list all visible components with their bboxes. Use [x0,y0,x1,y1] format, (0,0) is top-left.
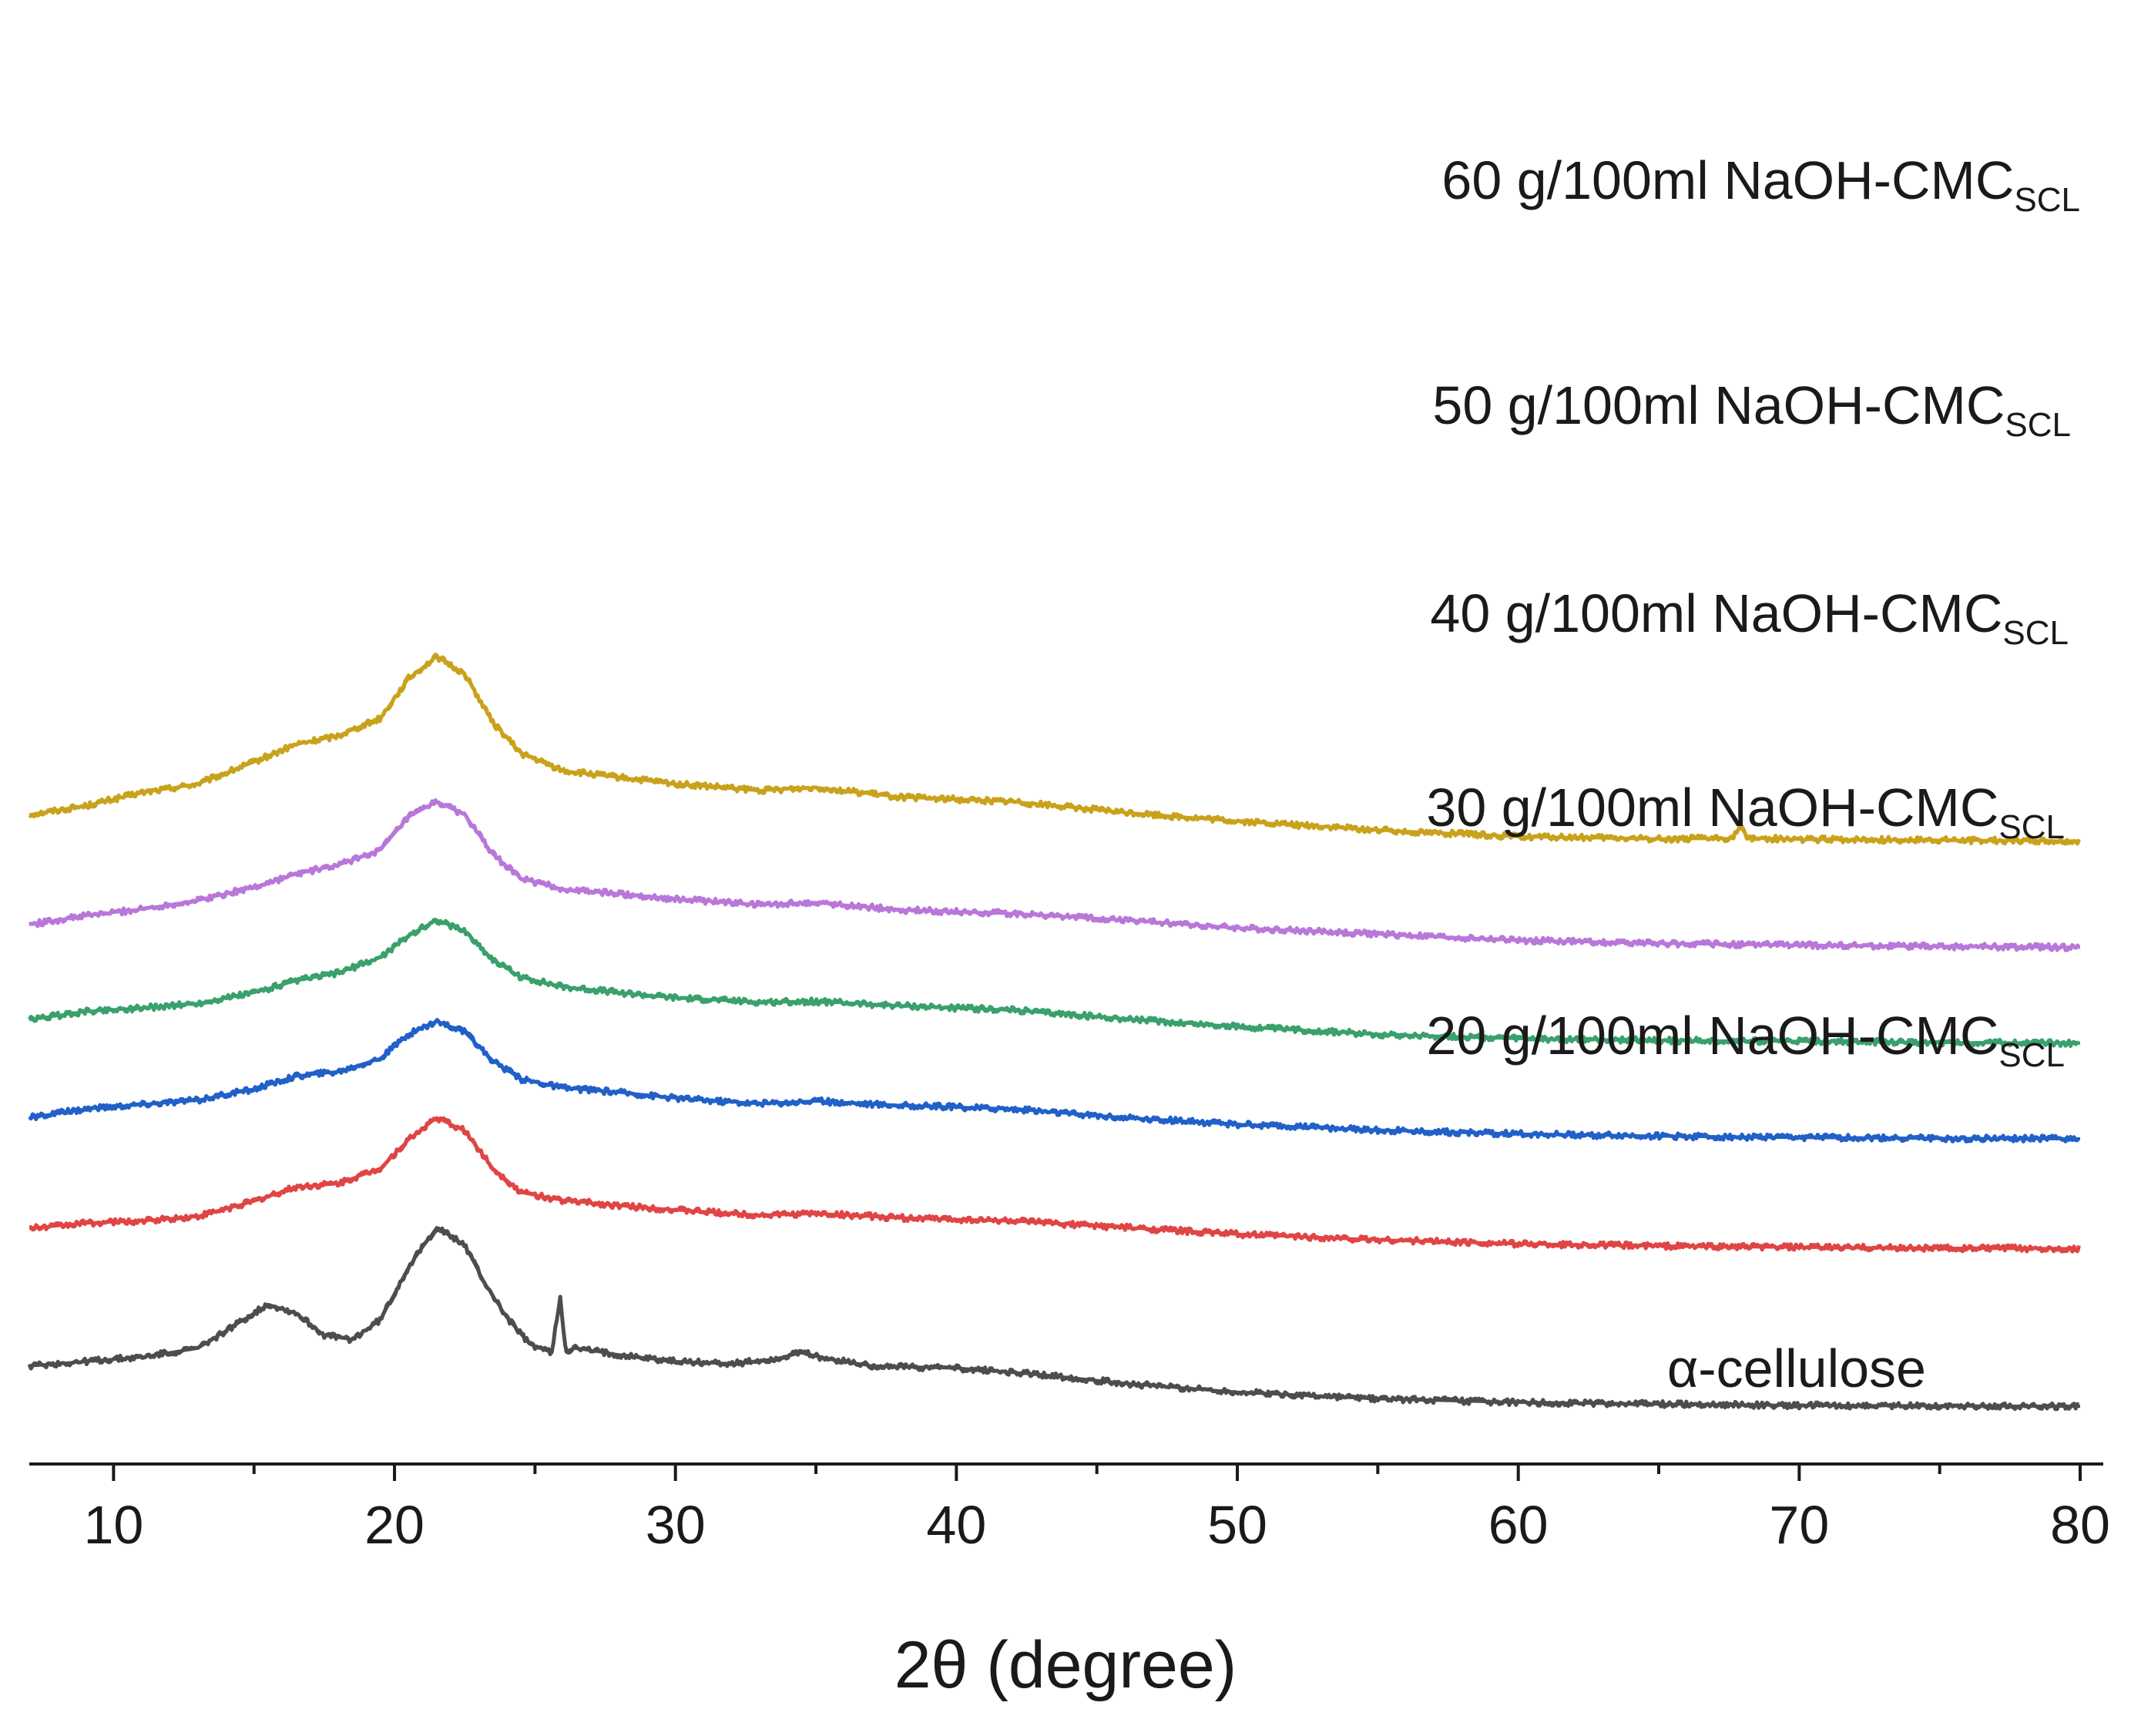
series-label-1: 50 g/100ml NaOH-CMCSCL [1432,375,2071,444]
series-label-0: 60 g/100ml NaOH-CMCSCL [1441,150,2080,219]
series-trace-0 [29,655,2081,843]
series-label-subscript: SCL [2005,406,2071,444]
series-trace-4 [29,1116,2081,1251]
x-tick-label: 70 [1769,1495,1829,1555]
series-label-3: 30 g/100ml NaOH-CMCSCL [1426,777,2065,846]
series-label-subscript: SCL [2002,614,2069,652]
x-tick-label: 20 [364,1495,425,1555]
x-tick-label: 80 [2050,1495,2110,1555]
series-label-5: α-cellulose [1667,1338,1926,1399]
series-trace-3 [29,1019,2081,1140]
series-label-name: α-cellulose [1667,1338,1926,1399]
x-axis: 10 20 30 40 50 60 70 80 2θ (degree) [29,1462,2110,1702]
series-group [27,652,2081,1412]
series-label-name: 60 g/100ml NaOH-CMC [1441,150,2014,210]
series-label-2: 40 g/100ml NaOH-CMCSCL [1430,583,2069,652]
x-tick-label: 50 [1207,1495,1267,1555]
series-label-name: 50 g/100ml NaOH-CMC [1432,375,2005,435]
series-label-4: 20 g/100ml NaOH-CMCSCL [1426,1006,2065,1074]
x-tick-label: 30 [646,1495,706,1555]
x-tick-label: 10 [83,1495,143,1555]
series-label-name: 40 g/100ml NaOH-CMC [1430,583,2002,643]
series-label-subscript: SCL [1998,808,2065,846]
series-label-name: 20 g/100ml NaOH-CMC [1426,1006,1998,1066]
series-label-subscript: SCL [2014,181,2080,219]
series-trace-2 [29,918,2081,1045]
series-trace-5 [29,1226,2081,1409]
x-axis-title: 2θ (degree) [894,1628,1237,1702]
series-label-name: 30 g/100ml NaOH-CMC [1426,777,1998,838]
series-trace-1 [29,800,2081,949]
x-tick-label: 40 [926,1495,986,1555]
x-tick-label: 60 [1488,1495,1549,1555]
series-label-subscript: SCL [1998,1036,2065,1074]
